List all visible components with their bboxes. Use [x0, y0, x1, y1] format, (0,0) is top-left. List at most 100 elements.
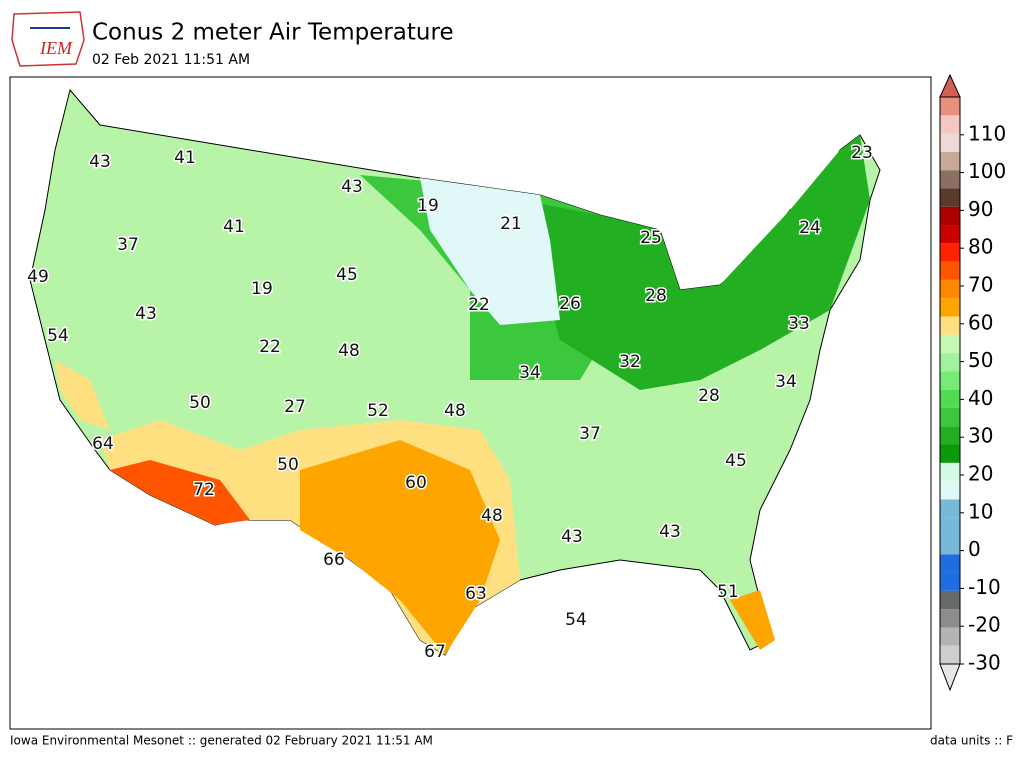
- colorbar-segment: [940, 316, 960, 335]
- colorbar-segment: [940, 170, 960, 189]
- colorbar-segment: [940, 97, 960, 116]
- colorbar-tick-label: 90: [968, 197, 993, 221]
- region: [110, 460, 250, 525]
- colorbar-segment: [940, 444, 960, 463]
- title: Conus 2 meter Air Temperature: [92, 20, 454, 46]
- colorbar-segment: [940, 517, 960, 536]
- region: [300, 440, 500, 655]
- colorbar-segment: [940, 535, 960, 555]
- temp-label: 22: [259, 337, 281, 357]
- temp-label: 33: [788, 314, 810, 334]
- colorbar-segment: [940, 554, 960, 573]
- colorbar-segment: [940, 645, 960, 664]
- temp-label: 19: [251, 279, 273, 299]
- colorbar-segment: [940, 572, 960, 591]
- temp-label: 25: [640, 228, 662, 248]
- colorbar-tick-label: 10: [968, 499, 993, 523]
- colorbar-tick-label: 20: [968, 462, 993, 486]
- temp-label: 48: [444, 401, 466, 421]
- temp-label: 37: [117, 235, 139, 255]
- temp-label: 64: [92, 434, 114, 454]
- temp-label: 28: [645, 286, 667, 306]
- labels: 43 41 43 19 21 23 37 41 45 25 24 49 19 22 26 28 43 22 48 33…: [26, 142, 875, 664]
- colorbar: -30 -20 -10 0 10 20 30 40 50 60 70 80 90 100 110: [939, 73, 1006, 692]
- temp-label: 43: [135, 304, 157, 324]
- temp-label: 48: [338, 341, 360, 361]
- temp-label: 26: [559, 294, 581, 314]
- colorbar-segment: [940, 481, 960, 500]
- temp-label: 32: [619, 352, 641, 372]
- colorbar-segment: [940, 426, 960, 445]
- colorbar-tick-label: 100: [968, 159, 1006, 183]
- temp-label: 24: [799, 218, 821, 238]
- colorbar-tick-label: 50: [968, 348, 993, 372]
- colorbar-segment: [940, 243, 960, 262]
- colorbar-extend: [939, 73, 961, 98]
- footer-left: Iowa Environmental Mesonet :: generated …: [10, 734, 433, 748]
- colorbar-segment: [940, 371, 960, 390]
- colorbar-tick-label: -30: [968, 651, 1001, 675]
- temp-label: 54: [565, 610, 587, 630]
- temp-label: 67: [424, 642, 446, 662]
- subtitle: 02 Feb 2021 11:51 AM: [92, 52, 250, 68]
- colorbar-tick-label: 110: [968, 121, 1006, 145]
- temp-label: 21: [500, 214, 522, 234]
- colorbar-segment: [940, 298, 960, 317]
- temp-label: 63: [465, 584, 487, 604]
- temp-label: 22: [468, 295, 490, 315]
- colorbar-tick-label: 40: [968, 386, 993, 410]
- colorbar-segment: [940, 225, 960, 244]
- temp-label: 43: [659, 522, 681, 542]
- colorbar-segment: [940, 279, 960, 299]
- colorbar-segment: [940, 188, 960, 207]
- colorbar-segment: [940, 389, 960, 408]
- colorbar-segment: [940, 499, 960, 518]
- colorbar-segment: [940, 407, 960, 427]
- temp-label: 34: [775, 372, 797, 392]
- map: [29, 88, 881, 656]
- temp-label: 72: [193, 480, 215, 500]
- colorbar-segment: [940, 462, 960, 482]
- region: [730, 590, 775, 650]
- colorbar-segment: [940, 334, 960, 354]
- temp-label: 37: [579, 424, 601, 444]
- temp-label: 43: [341, 177, 363, 197]
- colorbar-segment: [940, 353, 960, 372]
- region: [55, 360, 110, 430]
- region: [420, 178, 560, 325]
- colorbar-tick-label: -20: [968, 613, 1001, 637]
- temp-label: 27: [284, 397, 306, 417]
- temp-label: 23: [851, 143, 873, 163]
- temp-label: 50: [277, 455, 299, 475]
- footer-right: data units :: F: [930, 734, 1013, 748]
- colorbar-tick-label: 70: [968, 273, 993, 297]
- colorbar-tick-label: 80: [968, 235, 993, 259]
- colorbar-tick-label: 0: [968, 537, 981, 561]
- temp-label: 54: [47, 326, 69, 346]
- colorbar-segment: [940, 206, 960, 226]
- colorbar-segment: [940, 151, 960, 171]
- temp-label: 60: [405, 473, 427, 493]
- temp-label: 19: [417, 196, 439, 216]
- colorbar-segment: [940, 609, 960, 628]
- temp-label: 41: [223, 217, 245, 237]
- temp-label: 52: [367, 401, 389, 421]
- temp-label: 41: [174, 148, 196, 168]
- colorbar-segment: [940, 133, 960, 152]
- colorbar-extend: [939, 663, 961, 692]
- colorbar-segment: [940, 590, 960, 610]
- temp-label: 34: [519, 363, 541, 383]
- temp-label: 45: [725, 451, 747, 471]
- colorbar-segment: [940, 261, 960, 280]
- logo-text: IEM: [39, 38, 73, 58]
- colorbar-tick-label: -10: [968, 575, 1001, 599]
- temp-label: 48: [481, 506, 503, 526]
- colorbar-segment: [940, 115, 960, 134]
- temp-label: 50: [189, 393, 211, 413]
- temp-label: 49: [27, 267, 49, 287]
- temp-label: 66: [323, 550, 345, 570]
- region: [520, 135, 870, 390]
- temp-label: 43: [561, 527, 583, 547]
- colorbar-segment: [940, 627, 960, 646]
